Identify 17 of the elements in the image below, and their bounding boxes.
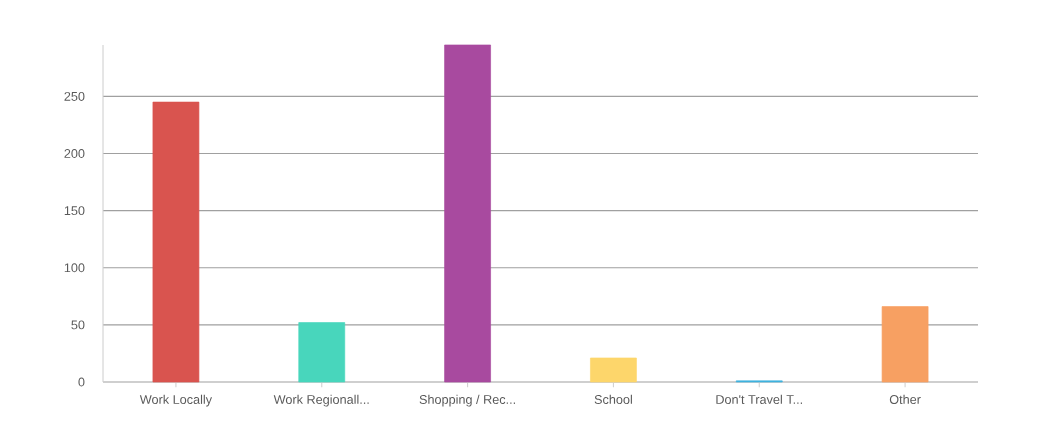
y-tick-label: 0 xyxy=(78,377,85,387)
y-tick-label: 100 xyxy=(64,263,85,273)
x-tick-label: Don't Travel T... xyxy=(716,394,803,404)
y-tick-label: 200 xyxy=(64,149,85,158)
y-tick-label: 250 xyxy=(64,91,85,101)
x-tick-label: Other xyxy=(889,394,921,404)
bar xyxy=(152,101,200,383)
x-tick-label: Work Regionall... xyxy=(273,394,369,407)
bar xyxy=(298,322,346,383)
y-tick-label: 150 xyxy=(64,206,85,216)
y-tick-label: 50 xyxy=(71,320,85,330)
x-tick-label: Shopping / Rec... xyxy=(419,394,515,407)
x-tick-label: Work Locally xyxy=(139,394,213,407)
bar xyxy=(881,306,929,383)
bar xyxy=(444,44,491,383)
x-tick-label: School xyxy=(594,394,632,404)
bar xyxy=(590,357,637,383)
